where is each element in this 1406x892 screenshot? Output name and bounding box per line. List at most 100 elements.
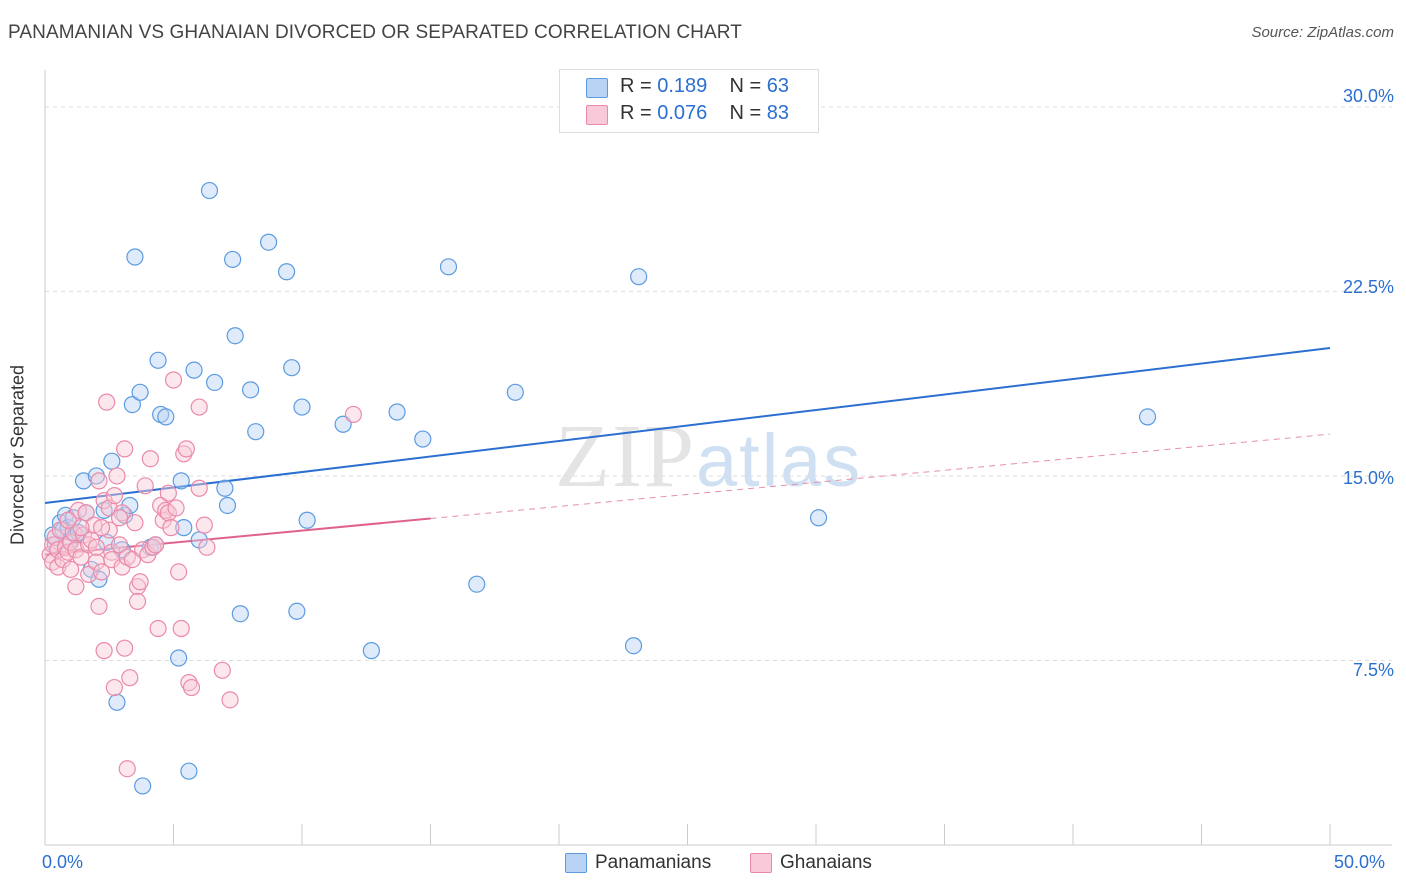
y-tick-label-7-5: 7.5% [1352, 660, 1394, 680]
point-panamanians-44 [242, 381, 260, 399]
legend-r-label: R = [620, 102, 652, 124]
point-ghanaians-81 [131, 573, 149, 591]
point-panamanians-13 [87, 467, 106, 485]
point-ghanaians-80 [159, 484, 177, 502]
source-label: Source: ZipAtlas.com [1251, 24, 1394, 41]
legend-r-value: 0.189 [657, 75, 708, 97]
point-ghanaians-67 [177, 440, 195, 458]
trend-line-ghanaians-extension [430, 433, 1331, 520]
point-ghanaians-55 [146, 536, 165, 554]
watermark: ZIPatlas [555, 405, 862, 508]
legend-label-panamanians: Panamanians [595, 852, 712, 873]
point-panamanians-48 [283, 359, 301, 377]
legend-swatch-panamanians [586, 78, 608, 98]
point-panamanians-34 [180, 762, 198, 780]
point-ghanaians-71 [190, 398, 208, 416]
point-ghanaians-38 [110, 536, 129, 554]
point-panamanians-56 [439, 258, 458, 276]
point-panamanians-32 [172, 472, 190, 490]
y-tick-label-22-5: 22.5% [1342, 277, 1394, 297]
point-ghanaians-40 [113, 504, 131, 522]
point-ghanaians-73 [198, 538, 216, 556]
x-tick-label-min: 0.0% [42, 852, 84, 872]
point-panamanians-45 [247, 423, 265, 441]
point-panamanians-31 [170, 649, 188, 667]
point-ghanaians-53 [141, 450, 159, 468]
point-panamanians-59 [624, 637, 643, 655]
point-ghanaians-20 [80, 565, 98, 583]
point-ghanaians-48 [128, 578, 147, 596]
point-ghanaians-63 [167, 499, 185, 517]
point-panamanians-33 [175, 519, 193, 537]
point-ghanaians-26 [90, 597, 108, 615]
data-points [41, 181, 1157, 795]
point-panamanians-49 [288, 602, 306, 620]
point-ghanaians-74 [213, 661, 231, 679]
point-ghanaians-29 [95, 642, 113, 660]
point-ghanaians-70 [190, 479, 208, 497]
point-ghanaians-37 [108, 467, 126, 485]
point-panamanians-55 [414, 430, 432, 448]
point-ghanaians-47 [126, 514, 144, 532]
point-ghanaians-24 [87, 538, 106, 556]
axes [44, 70, 1392, 846]
point-panamanians-37 [200, 181, 219, 200]
legend-n-label: N = [729, 75, 762, 97]
point-panamanians-39 [216, 479, 234, 497]
legend-n-value: 83 [766, 102, 790, 124]
point-panamanians-25 [134, 777, 152, 795]
point-ghanaians-16 [72, 548, 90, 566]
watermark-atlas: atlas [696, 419, 863, 502]
point-panamanians-43 [231, 605, 249, 623]
point-ghanaians-79 [110, 509, 129, 527]
point-panamanians-62 [1138, 408, 1157, 426]
point-ghanaians-59 [157, 501, 175, 519]
point-ghanaians-61 [162, 519, 180, 537]
trend-line-ghanaians [44, 517, 431, 556]
point-ghanaians-25 [90, 472, 108, 490]
point-ghanaians-27 [92, 563, 111, 581]
point-ghanaians-78 [59, 511, 77, 529]
point-panamanians-24 [131, 383, 149, 401]
point-panamanians-40 [218, 496, 237, 515]
point-panamanians-22 [123, 396, 141, 414]
point-ghanaians-30 [98, 393, 116, 411]
point-panamanians-47 [277, 263, 296, 281]
legend-swatch-ghanaians [586, 105, 608, 125]
legend-swatch-panamanians [565, 853, 587, 873]
correlation-legend: R = 0.189 N = 63 R = 0.076 N = 83 [559, 69, 819, 133]
point-panamanians-41 [224, 250, 242, 269]
y-axis-title: Divorced or Separated [7, 364, 28, 546]
x-tick-label-max: 50.0% [1334, 852, 1386, 872]
point-panamanians-60 [630, 268, 648, 286]
point-panamanians-17 [103, 452, 121, 470]
legend-n-value: 63 [766, 75, 790, 97]
point-panamanians-42 [226, 327, 244, 345]
legend-r-value: 0.076 [657, 102, 708, 124]
point-ghanaians-77 [72, 519, 90, 537]
point-panamanians-23 [126, 248, 144, 266]
point-ghanaians-56 [149, 619, 167, 638]
point-ghanaians-68 [180, 674, 198, 692]
point-panamanians-35 [185, 361, 203, 379]
y-tick-label-15: 15.0% [1342, 468, 1394, 488]
point-panamanians-51 [298, 511, 316, 529]
point-ghanaians-35 [105, 487, 123, 505]
point-ghanaians-41 [116, 440, 134, 458]
point-ghanaians-82 [92, 519, 111, 537]
point-ghanaians-44 [118, 760, 136, 778]
point-ghanaians-11 [62, 560, 80, 579]
point-ghanaians-65 [172, 619, 190, 638]
point-ghanaians-45 [121, 669, 139, 687]
point-ghanaians-51 [136, 477, 154, 495]
point-panamanians-38 [206, 373, 224, 392]
point-panamanians-46 [259, 233, 278, 251]
point-ghanaians-75 [221, 691, 239, 709]
point-panamanians-58 [506, 383, 524, 401]
legend-r-label: R = [620, 75, 652, 97]
point-ghanaians-62 [164, 371, 183, 389]
point-ghanaians-49 [128, 592, 147, 611]
trend-lines [44, 347, 1331, 556]
legend-swatch-ghanaians [750, 853, 772, 873]
